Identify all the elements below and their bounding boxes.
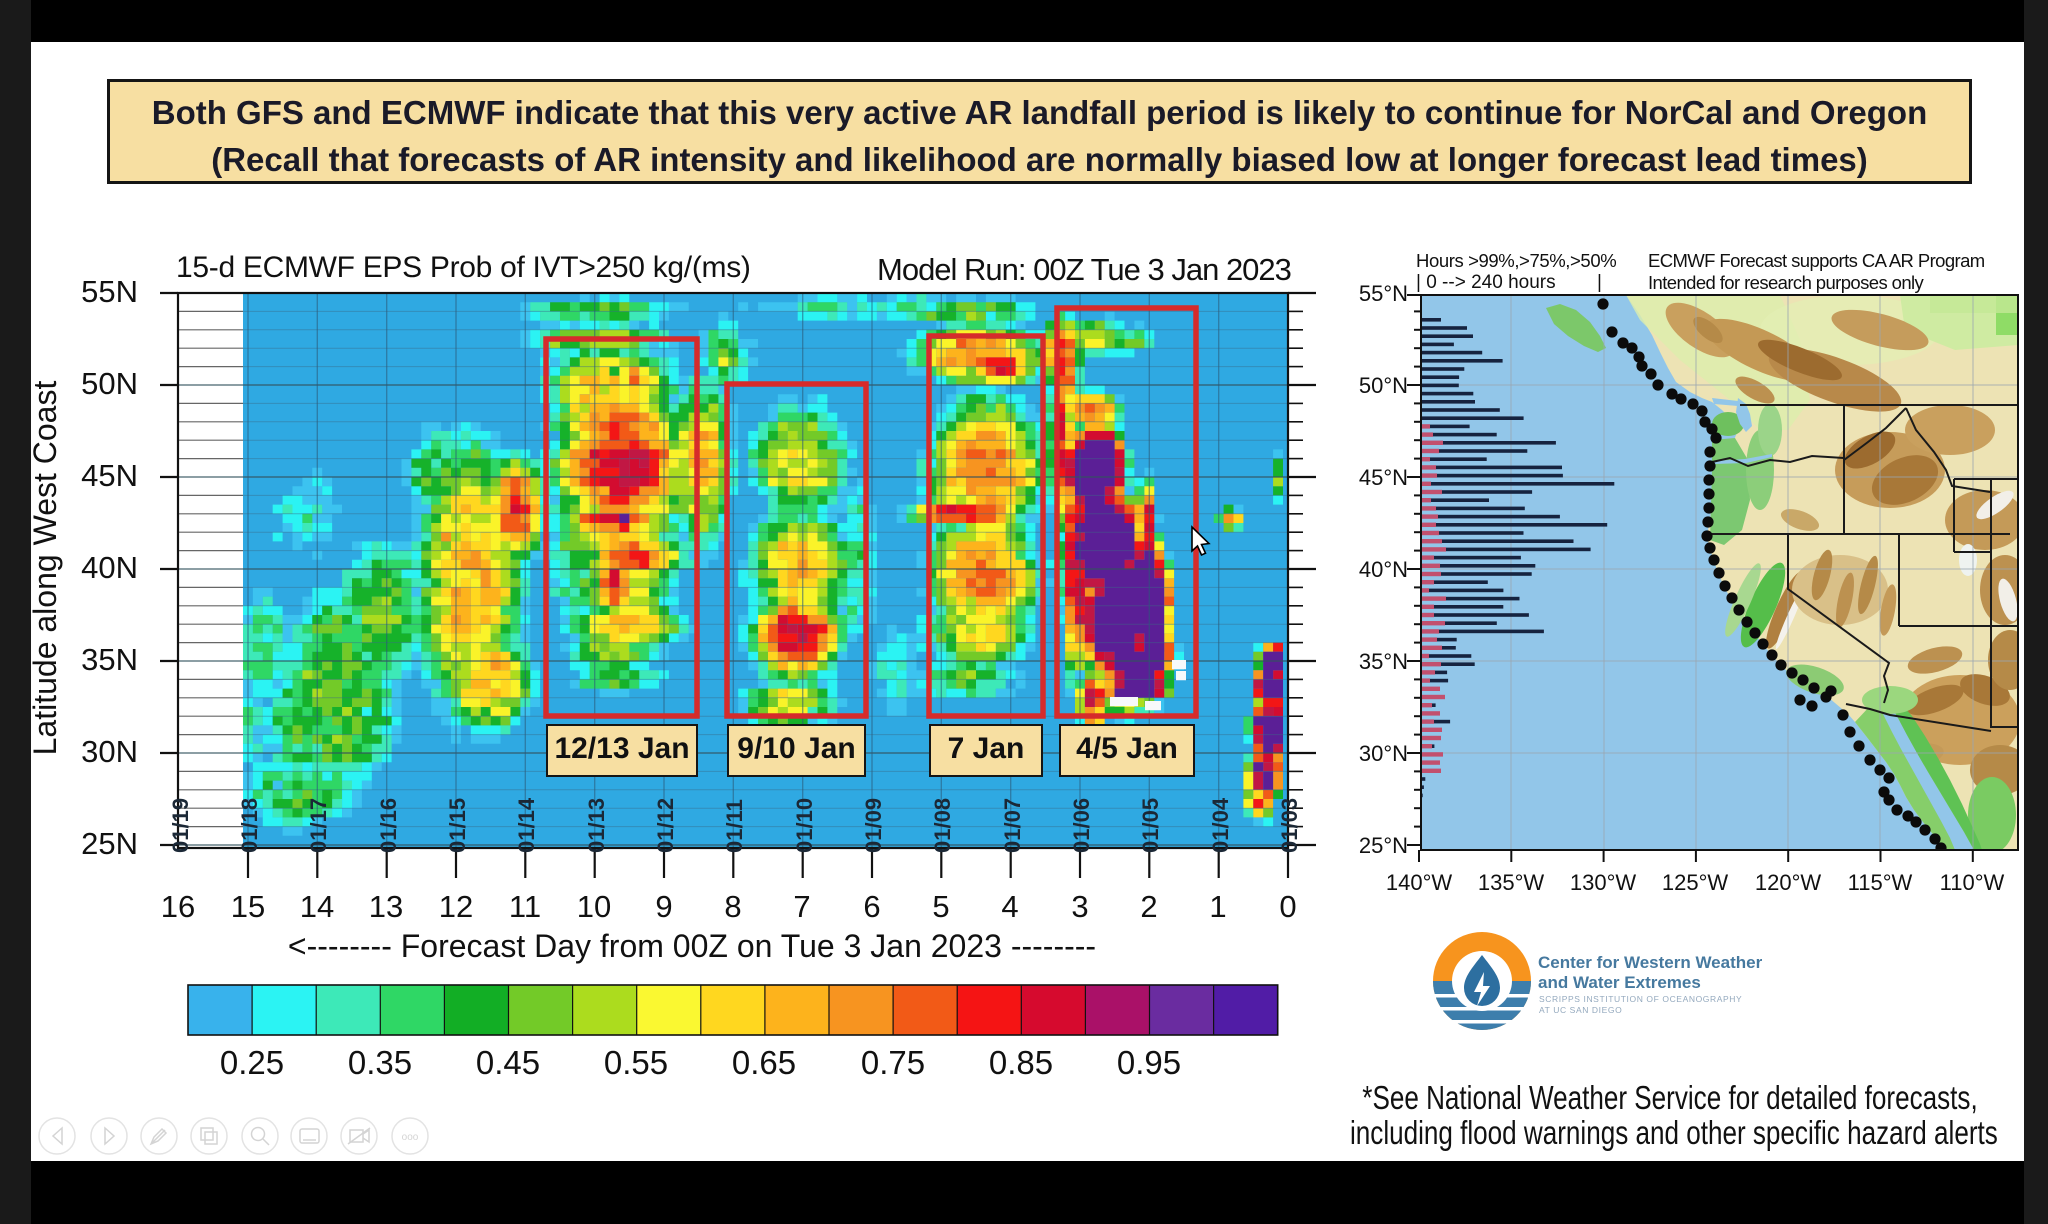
- svg-text:01/04: 01/04: [1208, 797, 1233, 853]
- svg-text:ooo: ooo: [402, 1132, 419, 1143]
- svg-text:01/16: 01/16: [376, 798, 401, 853]
- svg-text:01/08: 01/08: [930, 798, 955, 853]
- svg-text:01/19: 01/19: [168, 798, 193, 853]
- svg-text:01/03: 01/03: [1277, 798, 1302, 853]
- svg-text:01/06: 01/06: [1069, 798, 1094, 853]
- svg-text:01/11: 01/11: [722, 799, 747, 853]
- svg-text:01/09: 01/09: [861, 798, 886, 853]
- svg-text:01/18: 01/18: [237, 798, 262, 853]
- svg-text:01/12: 01/12: [653, 798, 678, 853]
- svg-text:01/17: 01/17: [306, 798, 331, 853]
- svg-text:01/13: 01/13: [584, 798, 609, 853]
- svg-text:01/10: 01/10: [792, 798, 817, 853]
- svg-text:01/05: 01/05: [1138, 798, 1163, 853]
- svg-text:01/15: 01/15: [445, 798, 470, 853]
- svg-text:01/14: 01/14: [514, 797, 539, 853]
- svg-text:01/07: 01/07: [1000, 798, 1025, 853]
